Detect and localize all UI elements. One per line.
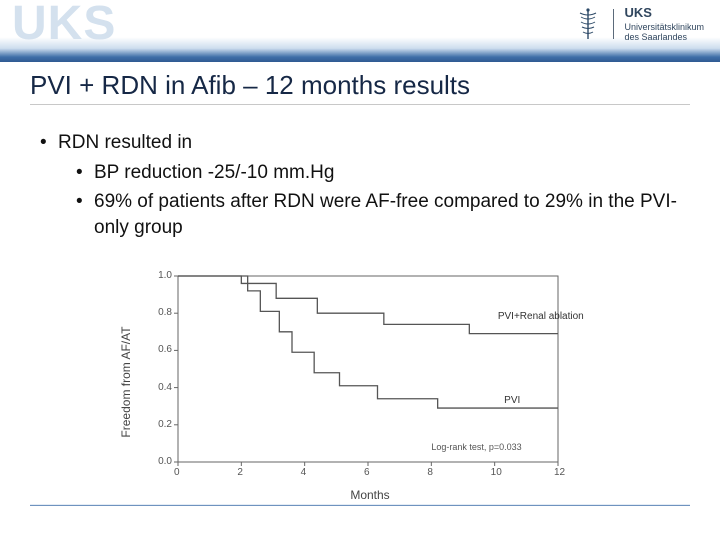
y-tick-label: 0.6 <box>158 344 172 355</box>
y-tick-label: 1.0 <box>158 270 172 281</box>
bullet-level2: • BP reduction -25/-10 mm.Hg <box>76 160 680 186</box>
bullet-marker: • <box>76 189 94 240</box>
institution-logo: UKS Universitätsklinikum des Saarlandes <box>573 6 704 43</box>
content-area: • RDN resulted in • BP reduction -25/-10… <box>40 130 680 241</box>
x-tick-label: 2 <box>237 467 243 478</box>
slide: UKS UKS Universitätsklinikum des Saarlan… <box>0 0 720 540</box>
logo-divider <box>613 9 614 39</box>
series-label: PVI+Renal ablation <box>498 311 584 322</box>
x-tick-label: 0 <box>174 467 180 478</box>
title-underline <box>30 104 690 105</box>
x-tick-label: 6 <box>364 467 370 478</box>
y-tick-label: 0.8 <box>158 307 172 318</box>
bullet-text: 69% of patients after RDN were AF-free c… <box>94 189 680 240</box>
y-tick-label: 0.4 <box>158 382 172 393</box>
bullet-text: BP reduction -25/-10 mm.Hg <box>94 160 680 186</box>
logo-line2: des Saarlandes <box>624 32 687 42</box>
series-label: PVI <box>504 395 520 406</box>
header-band: UKS UKS Universitätsklinikum des Saarlan… <box>0 0 720 62</box>
watermark: UKS <box>12 0 116 51</box>
y-axis-label: Freedom from AF/AT <box>119 326 133 437</box>
x-axis-label: Months <box>350 488 389 502</box>
x-tick-label: 4 <box>301 467 307 478</box>
logo-line1: Universitätsklinikum <box>624 22 704 32</box>
x-tick-label: 10 <box>491 467 502 478</box>
bullet-level2: • 69% of patients after RDN were AF-free… <box>76 189 680 240</box>
bullet-level1: • RDN resulted in <box>40 130 680 156</box>
y-tick-label: 0.0 <box>158 456 172 467</box>
footer-rule <box>30 504 690 506</box>
logo-acronym: UKS <box>624 6 704 21</box>
bullet-text: RDN resulted in <box>58 130 680 156</box>
logo-text: UKS Universitätsklinikum des Saarlandes <box>624 6 704 43</box>
bullet-marker: • <box>76 160 94 186</box>
x-tick-label: 12 <box>554 467 565 478</box>
chart-svg <box>150 268 590 498</box>
y-tick-label: 0.2 <box>158 419 172 430</box>
bullet-marker: • <box>40 130 58 156</box>
slide-title: PVI + RDN in Afib – 12 months results <box>30 70 470 101</box>
caduceus-icon <box>573 7 603 41</box>
km-chart: Freedom from AF/AT Months 0.00.20.40.60.… <box>150 268 590 498</box>
x-tick-label: 8 <box>427 467 433 478</box>
chart-caption: Log-rank test, p=0.033 <box>431 442 521 452</box>
